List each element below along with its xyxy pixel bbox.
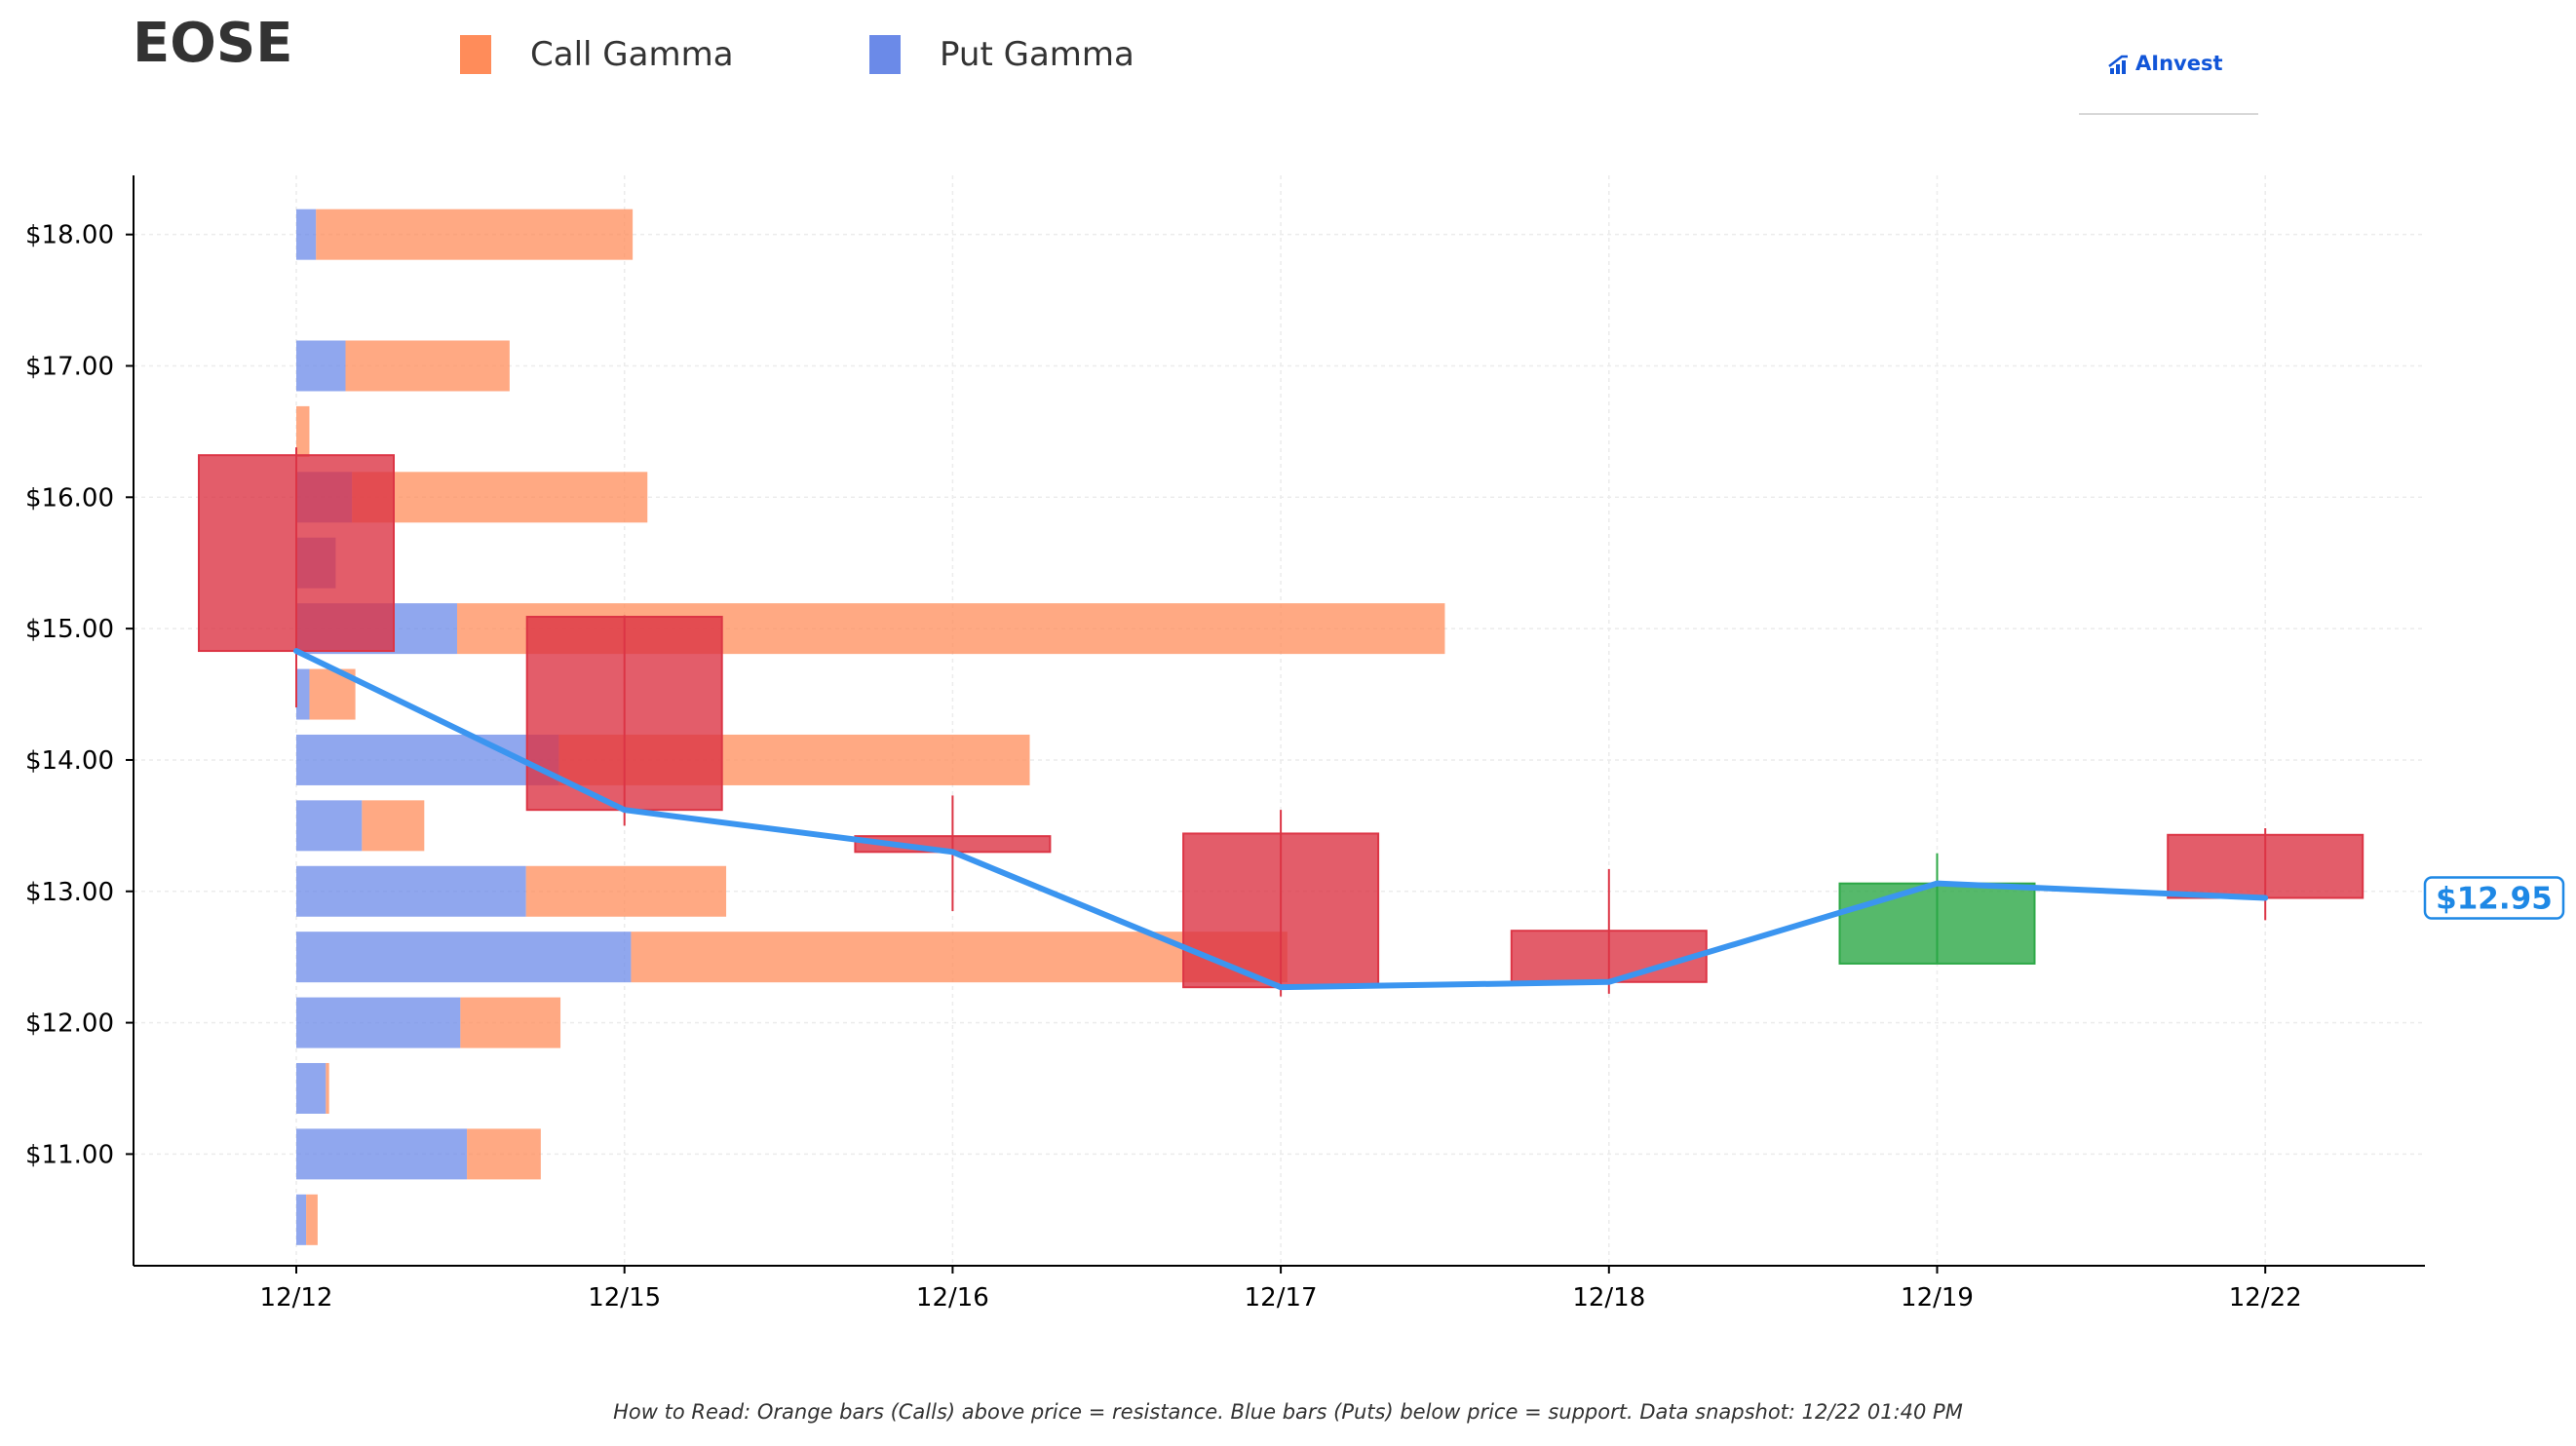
y-tick-label: $11.00: [25, 1140, 114, 1169]
call-gamma-label: Call Gamma: [530, 35, 734, 74]
put-gamma-bar: [296, 209, 317, 260]
call-gamma-bar: [326, 1062, 329, 1114]
put-gamma-bar: [296, 668, 310, 720]
y-tick-label: $13.00: [25, 878, 114, 907]
y-tick-label: $15.00: [25, 615, 114, 644]
legend-put-gamma: Put Gamma: [869, 35, 1134, 74]
x-tick-label: 12/12: [260, 1283, 333, 1313]
put-gamma-bar: [296, 1062, 327, 1114]
call-gamma-bar: [306, 1194, 318, 1245]
candle-body: [1838, 882, 2036, 965]
x-tick-label: 12/18: [1572, 1283, 1645, 1313]
x-tick-label: 12/16: [916, 1283, 989, 1313]
call-gamma-bar: [460, 997, 561, 1048]
candle-body: [1510, 930, 1708, 983]
call-gamma-bar: [467, 1128, 541, 1180]
put-gamma-swatch: [869, 35, 901, 74]
chart-growth-icon: [2108, 55, 2128, 74]
call-gamma-swatch: [460, 35, 491, 74]
footnote: How to Read: Orange bars (Calls) above p…: [613, 1400, 1963, 1424]
put-gamma-bar: [296, 340, 346, 392]
y-tick-label: $18.00: [25, 221, 114, 250]
candle-body: [198, 454, 395, 653]
y-tick-label: $14.00: [25, 746, 114, 776]
call-gamma-bar: [352, 472, 648, 523]
x-tick-label: 12/22: [2229, 1283, 2302, 1313]
put-gamma-bar: [296, 865, 526, 917]
last-price-box: [2423, 876, 2565, 920]
close-price-line: [293, 648, 2269, 991]
put-gamma-bar: [296, 932, 632, 983]
put-gamma-bar: [296, 1194, 307, 1245]
put-gamma-bar: [296, 800, 363, 852]
candle-body: [525, 615, 723, 812]
y-tick-label: $17.00: [25, 352, 114, 381]
call-gamma-bar: [296, 405, 310, 457]
legend-call-gamma: Call Gamma: [460, 35, 734, 74]
candle-body: [1182, 832, 1380, 989]
candle-body: [2167, 833, 2365, 899]
ainvest-logo: AInvest: [2079, 39, 2258, 115]
y-tick-label: $16.00: [25, 483, 114, 513]
put-gamma-label: Put Gamma: [940, 35, 1134, 74]
call-gamma-bar: [525, 865, 727, 917]
axes-layer: $12.95 $11.00 $12.00 $13.00 $14.00 $15.00 $16.…: [25, 175, 2565, 1313]
x-tick-label: 12/17: [1245, 1283, 1318, 1313]
x-tick-label: 12/15: [588, 1283, 661, 1313]
put-gamma-bar: [296, 1128, 468, 1180]
call-gamma-bar: [316, 209, 634, 260]
chart-title: EOSE: [133, 12, 293, 75]
close-line-layer: [293, 648, 2269, 991]
grid-layer: [134, 175, 2425, 1266]
call-gamma-bar: [631, 932, 1288, 983]
put-gamma-bar: [296, 997, 461, 1048]
gamma-bars-layer: [296, 209, 1445, 1245]
x-tick-label: 12/19: [1901, 1283, 1974, 1313]
y-tick-label: $12.00: [25, 1009, 114, 1039]
call-gamma-bar: [345, 340, 510, 392]
logo-text: AInvest: [2135, 52, 2223, 75]
call-gamma-bar: [362, 800, 425, 852]
last-price-label: $12.95: [2436, 882, 2553, 917]
